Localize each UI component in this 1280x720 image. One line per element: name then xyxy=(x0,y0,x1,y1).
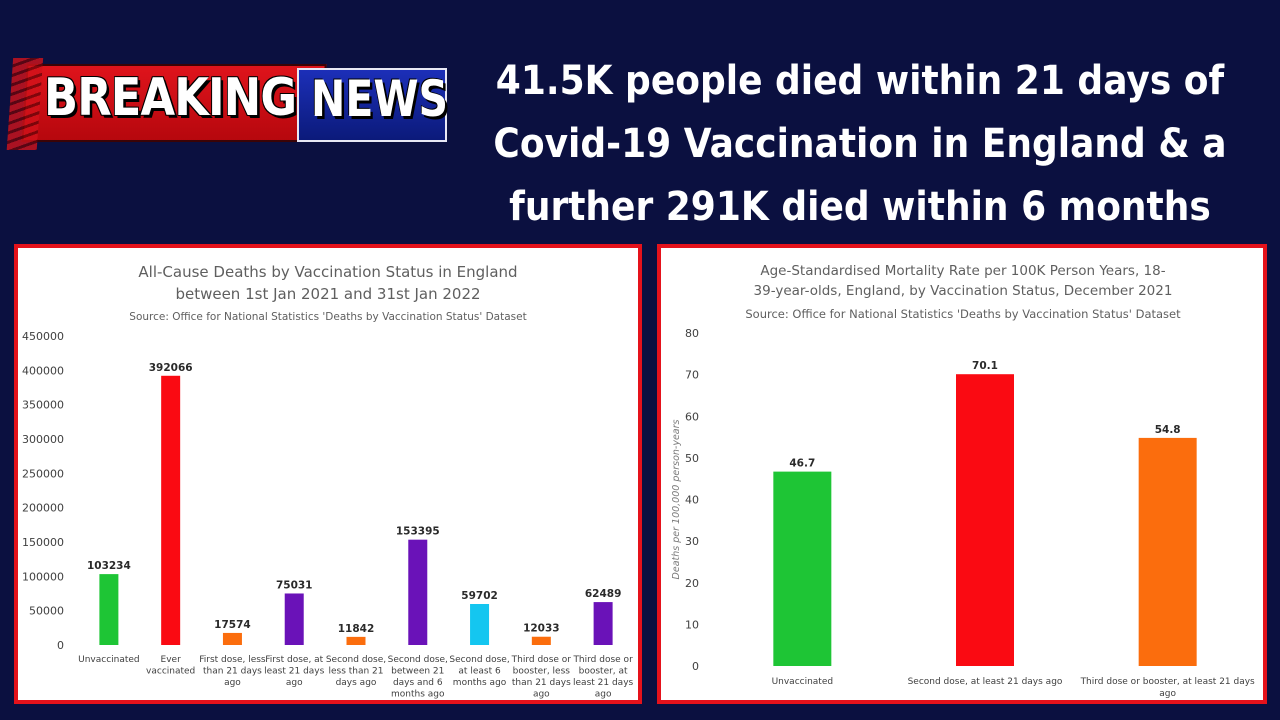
category-label: months ago xyxy=(391,690,445,700)
y-tick-label: 400000 xyxy=(22,364,64,377)
category-label: between 21 xyxy=(391,667,444,677)
chart-title-line: 39-year-olds, England, by Vaccination St… xyxy=(754,283,1173,299)
data-label: 46.7 xyxy=(789,458,815,470)
chart-title-line: between 1st Jan 2021 and 31st Jan 2022 xyxy=(175,285,480,303)
y-tick-label: 250000 xyxy=(22,467,64,480)
category-label: First dose, less xyxy=(199,655,266,665)
chart-subtitle: Source: Office for National Statistics '… xyxy=(745,307,1181,321)
data-label: 103234 xyxy=(87,560,131,572)
chart-title-line: Age-Standardised Mortality Rate per 100K… xyxy=(760,263,1165,279)
category-label: Ever xyxy=(161,655,182,665)
bar xyxy=(470,604,490,645)
data-label: 392066 xyxy=(149,362,193,374)
y-tick-label: 100000 xyxy=(22,570,64,583)
category-label: booster, less xyxy=(513,667,571,677)
y-tick-label: 80 xyxy=(685,327,699,340)
bar xyxy=(531,636,551,645)
bar xyxy=(593,602,613,645)
y-tick-label: 50 xyxy=(685,452,699,465)
category-label: Third dose or xyxy=(572,655,633,665)
y-tick-label: 0 xyxy=(57,639,64,652)
category-label: Second dose, xyxy=(388,655,448,665)
category-label: Third dose or xyxy=(511,655,572,665)
chart-panel-all-cause-deaths: All-Cause Deaths by Vaccination Status i… xyxy=(14,244,642,704)
category-label: Third dose or booster, at least 21 days xyxy=(1080,677,1255,687)
logo-blue-banner xyxy=(297,68,447,142)
category-label: less than 21 xyxy=(328,667,383,677)
bar xyxy=(773,471,832,666)
bar xyxy=(161,375,181,645)
y-tick-label: 450000 xyxy=(22,330,64,343)
category-label: least 21 days xyxy=(573,678,633,688)
logo-word-breaking: BREAKING xyxy=(44,68,297,128)
category-label: booster, at xyxy=(579,667,628,677)
bar xyxy=(408,539,428,645)
category-label: Second dose, xyxy=(326,655,386,665)
bar xyxy=(1138,437,1197,666)
category-label: days ago xyxy=(336,678,377,688)
y-tick-label: 300000 xyxy=(22,433,64,446)
logo-word-news: NEWS xyxy=(311,70,449,128)
y-tick-label: 30 xyxy=(685,535,699,548)
category-label: days and 6 xyxy=(393,678,443,688)
category-label: months ago xyxy=(453,678,507,688)
chart-all-cause-deaths: All-Cause Deaths by Vaccination Status i… xyxy=(22,263,634,700)
data-label: 12033 xyxy=(523,623,560,635)
category-label: ago xyxy=(533,690,550,700)
bar xyxy=(956,374,1014,666)
data-label: 17574 xyxy=(214,619,251,631)
data-label: 70.1 xyxy=(972,360,998,372)
bar xyxy=(346,636,366,645)
category-label: than 21 days xyxy=(203,667,262,677)
y-tick-label: 40 xyxy=(685,494,699,507)
y-tick-label: 70 xyxy=(685,369,699,382)
y-tick-label: 50000 xyxy=(29,605,64,618)
category-label: Unvaccinated xyxy=(772,677,834,687)
category-label: ago xyxy=(595,690,612,700)
data-label: 153395 xyxy=(396,526,440,538)
data-label: 54.8 xyxy=(1155,424,1181,436)
headline: 41.5K people died within 21 days of Covi… xyxy=(450,50,1270,239)
category-label: ago xyxy=(224,678,241,688)
category-label: Unvaccinated xyxy=(78,655,140,665)
chart-mortality-rate: Age-Standardised Mortality Rate per 100K… xyxy=(671,263,1255,699)
data-label: 75031 xyxy=(276,579,313,591)
y-tick-label: 60 xyxy=(685,410,699,423)
data-label: 11842 xyxy=(338,623,375,635)
headline-line-2: Covid-19 Vaccination in England & a xyxy=(493,121,1227,167)
y-tick-label: 10 xyxy=(685,618,699,631)
bar xyxy=(99,574,119,645)
y-axis-label: Deaths per 100,000 person-years xyxy=(671,419,682,579)
y-tick-label: 350000 xyxy=(22,399,64,412)
category-label: Second dose, xyxy=(449,655,509,665)
data-label: 59702 xyxy=(461,590,498,602)
chart-panel-mortality-rate: Age-Standardised Mortality Rate per 100K… xyxy=(657,244,1267,704)
category-label: ago xyxy=(286,678,303,688)
category-label: least 21 days xyxy=(264,667,324,677)
bar xyxy=(222,632,242,645)
category-label: at least 6 xyxy=(458,667,501,677)
breaking-news-logo: BREAKING NEWS xyxy=(14,56,448,156)
y-tick-label: 150000 xyxy=(22,536,64,549)
chart-subtitle: Source: Office for National Statistics '… xyxy=(129,311,526,323)
category-label: ago xyxy=(1159,689,1176,699)
category-label: vaccinated xyxy=(146,667,195,677)
headline-line-1: 41.5K people died within 21 days of xyxy=(495,58,1225,104)
category-label: Second dose, at least 21 days ago xyxy=(908,677,1063,687)
headline-line-3: further 291K died within 6 months xyxy=(509,184,1211,230)
category-label: than 21 days xyxy=(512,678,571,688)
category-label: First dose, at xyxy=(265,655,323,665)
chart-title-line: All-Cause Deaths by Vaccination Status i… xyxy=(138,263,517,281)
y-tick-label: 200000 xyxy=(22,502,64,515)
bar xyxy=(284,593,304,645)
y-tick-label: 0 xyxy=(692,660,699,673)
y-tick-label: 20 xyxy=(685,577,699,590)
data-label: 62489 xyxy=(585,588,622,600)
